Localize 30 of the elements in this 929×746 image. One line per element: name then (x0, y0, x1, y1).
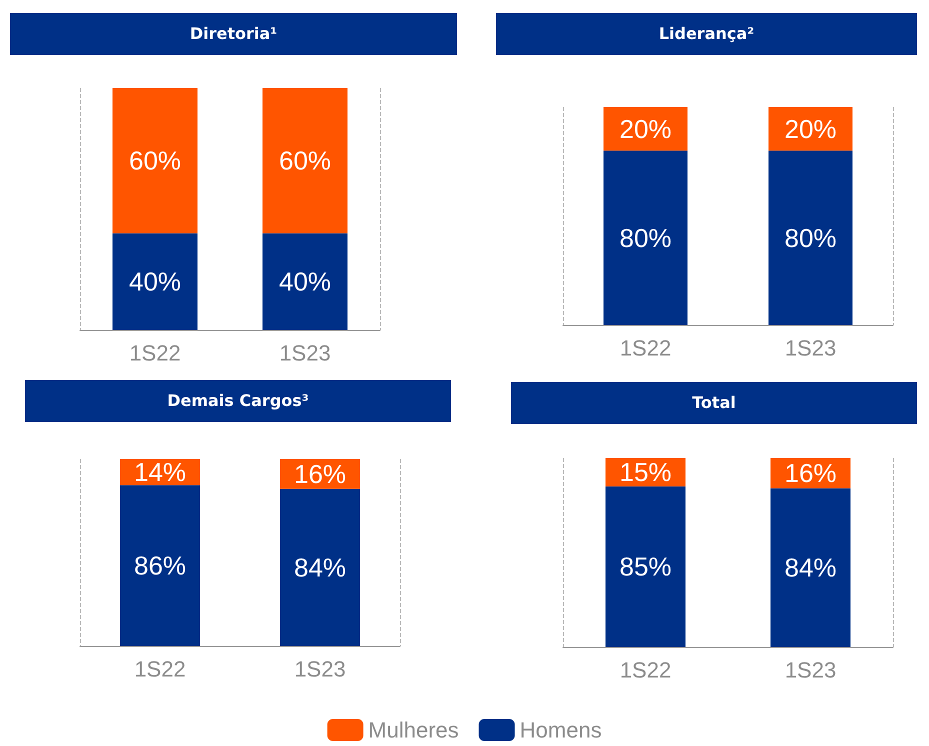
x-tick-label: 1S22 (620, 658, 672, 682)
data-label: 80% (619, 222, 672, 253)
x-tick-label: 1S23 (279, 340, 331, 366)
chart-title: Diretoria¹ (10, 13, 457, 55)
legend-label: Homens (520, 718, 602, 742)
data-label: 16% (784, 458, 837, 488)
data-label: 80% (784, 222, 837, 253)
legend-label: Mulheres (368, 718, 459, 742)
data-label: 60% (278, 146, 332, 176)
x-tick-label: 1S22 (129, 340, 181, 366)
data-label: 40% (278, 266, 332, 297)
x-tick-label: 1S23 (784, 336, 836, 360)
data-label: 20% (619, 114, 672, 144)
data-label: 60% (128, 146, 182, 176)
x-tick-label: 1S23 (784, 658, 836, 682)
chart-title: Demais Cargos³ (25, 380, 451, 422)
data-label: 40% (128, 266, 182, 297)
chart-title: Liderança² (496, 13, 917, 55)
data-label: 14% (134, 457, 186, 488)
data-label: 84% (294, 552, 346, 582)
data-label: 20% (784, 114, 837, 144)
x-tick-label: 1S22 (134, 656, 186, 682)
x-tick-label: 1S22 (620, 336, 672, 360)
chart-title: Total (511, 382, 917, 424)
data-label: 15% (619, 457, 672, 488)
x-tick-label: 1S23 (294, 656, 346, 682)
data-label: 85% (619, 552, 672, 582)
data-label: 84% (784, 552, 837, 583)
data-label: 86% (134, 550, 186, 581)
data-label: 16% (294, 458, 346, 489)
